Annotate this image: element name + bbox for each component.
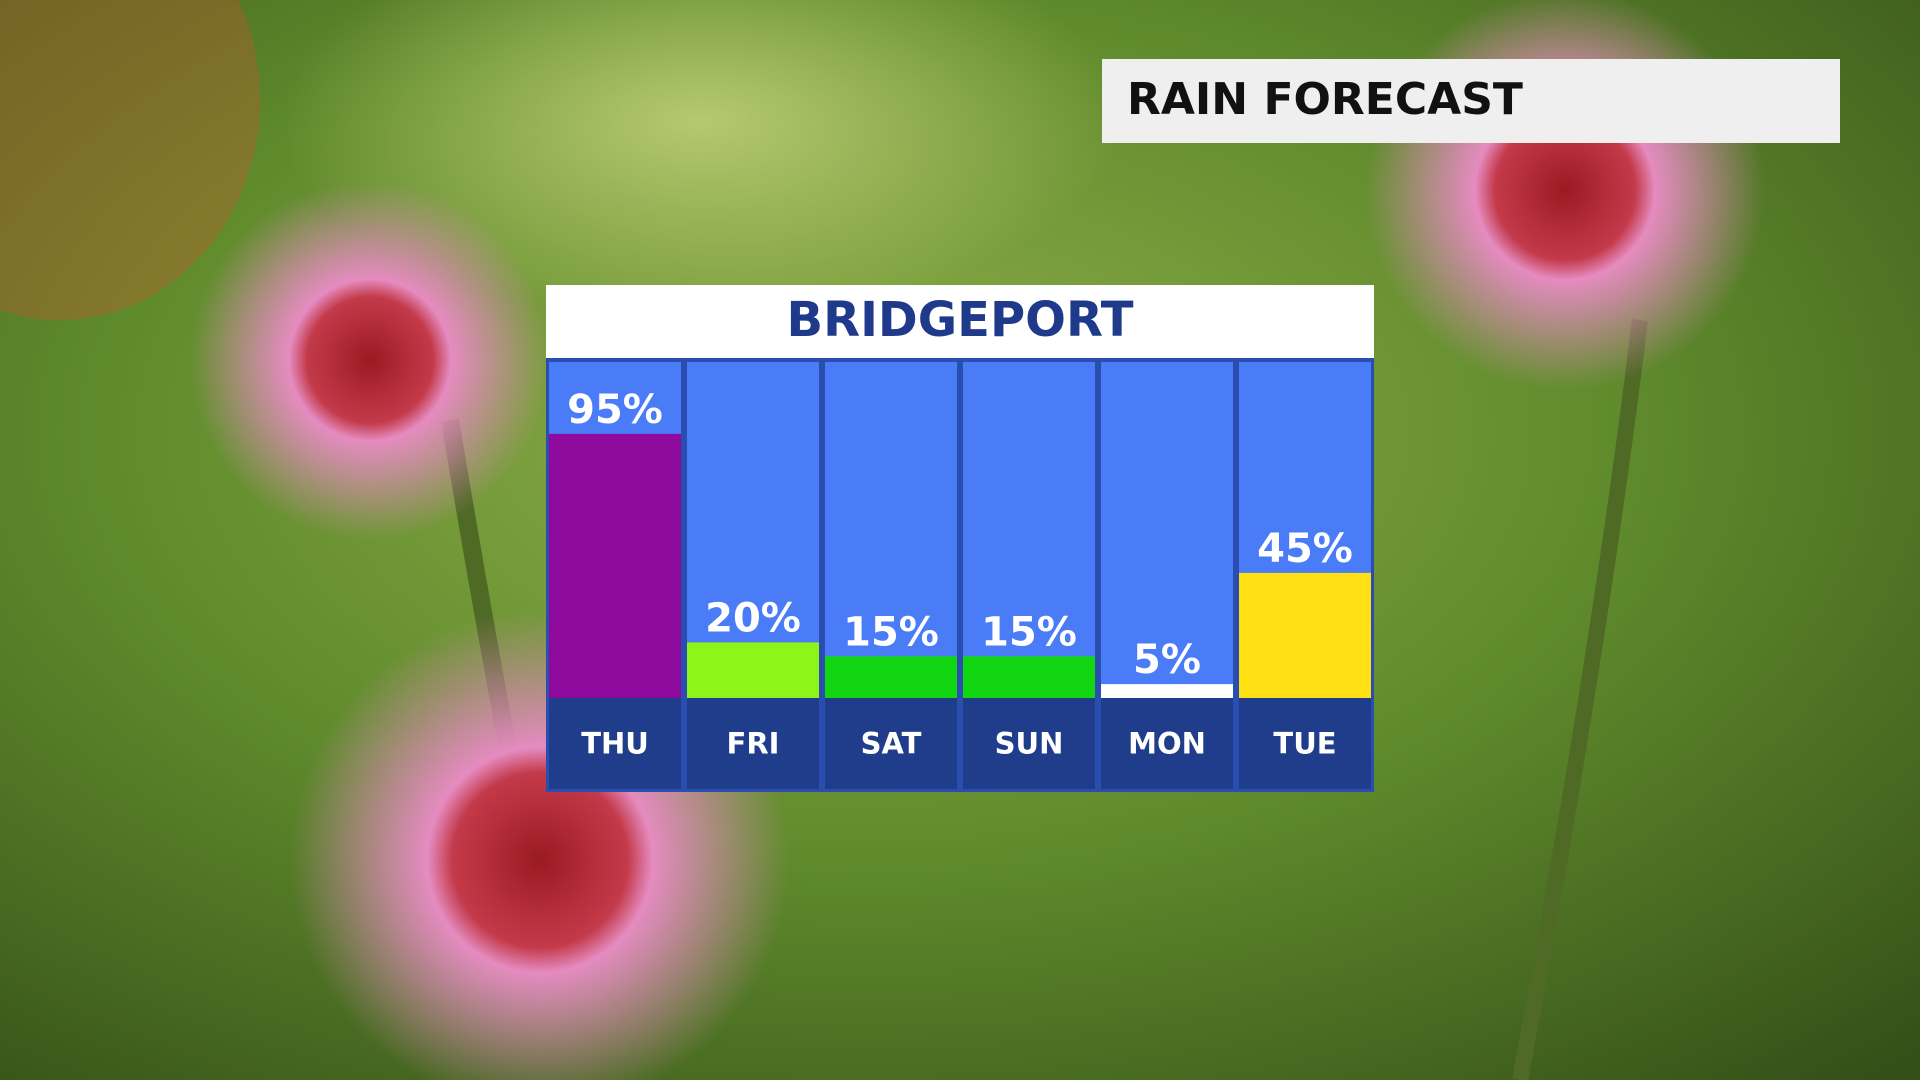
category-band	[1101, 698, 1233, 789]
bar	[825, 656, 957, 698]
bar	[963, 656, 1095, 698]
x-tick-label: SUN	[995, 727, 1064, 761]
category-band	[687, 698, 819, 789]
value-label: 20%	[705, 595, 801, 641]
x-tick-label: THU	[581, 727, 649, 761]
value-label: 15%	[843, 609, 939, 655]
x-tick-label: SAT	[861, 727, 922, 761]
category-band	[1239, 698, 1371, 789]
column-background	[687, 362, 819, 698]
background-warm	[0, 0, 260, 320]
bar	[687, 642, 819, 698]
value-label: 5%	[1133, 637, 1201, 683]
x-tick-label: FRI	[727, 727, 780, 761]
bar	[549, 433, 681, 698]
header-box	[1102, 59, 1840, 143]
chart-title: BRIDGEPORT	[787, 292, 1134, 348]
flower	[1365, 0, 1765, 390]
column-background	[1101, 362, 1233, 698]
x-tick-label: MON	[1128, 727, 1206, 761]
flower	[190, 180, 550, 540]
category-band	[963, 698, 1095, 789]
category-band	[549, 698, 681, 789]
header-title: RAIN FORECAST	[1127, 74, 1523, 125]
bar	[1239, 572, 1371, 698]
x-tick-label: TUE	[1273, 727, 1336, 761]
chart-title-box	[546, 285, 1374, 358]
bar	[1101, 684, 1233, 698]
value-label: 15%	[981, 609, 1077, 655]
column-background	[825, 362, 957, 698]
value-label: 45%	[1257, 526, 1353, 572]
value-label: 95%	[567, 387, 663, 433]
flower-stem	[1512, 319, 1648, 1080]
category-band	[825, 698, 957, 789]
chart-panel	[546, 358, 1374, 792]
column-background	[963, 362, 1095, 698]
